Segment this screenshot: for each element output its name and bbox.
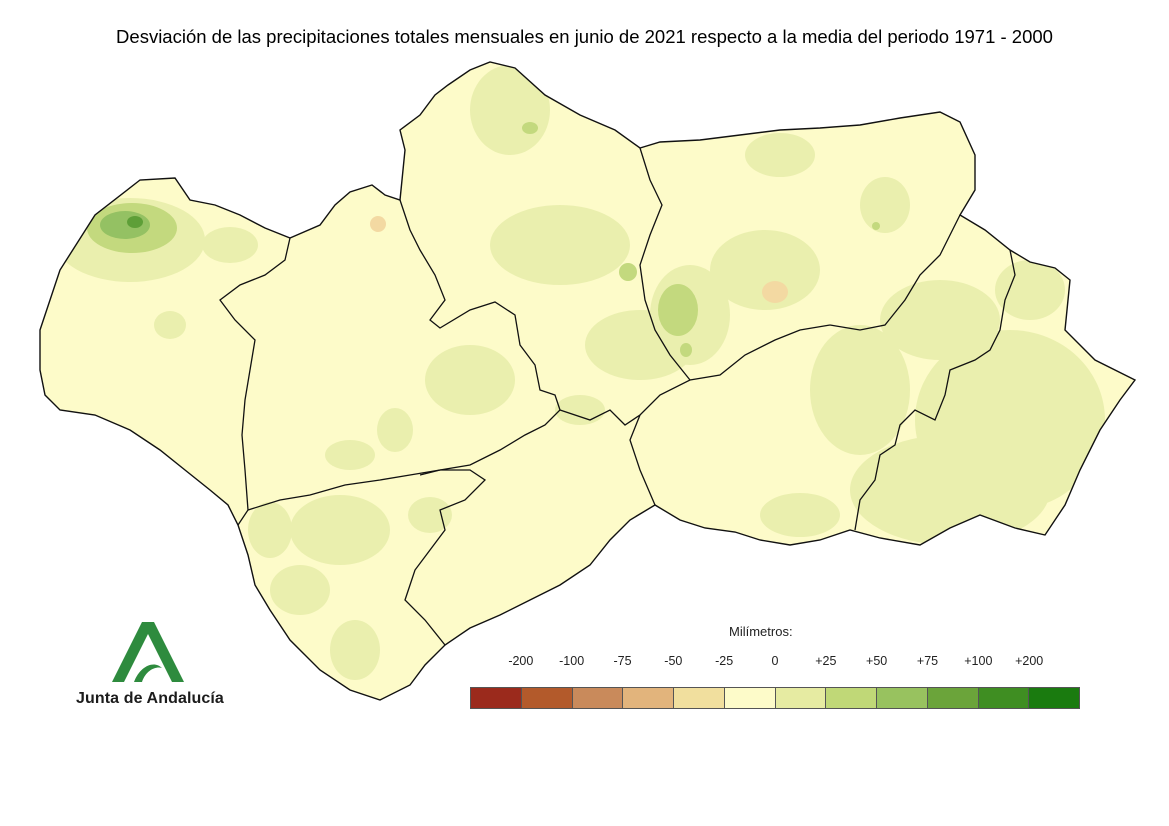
legend-swatch <box>724 688 776 708</box>
legend-labels: -200 -100 -75 -50 -25 0 +25 +50 +75 +100 +200 <box>470 654 1080 672</box>
legend-swatch <box>1029 688 1079 708</box>
logo-text: Junta de Andalucía <box>76 690 224 707</box>
legend-label: 0 <box>771 654 779 668</box>
precipitation-patches <box>55 65 1105 680</box>
legend-swatch <box>826 688 877 708</box>
legend-label: -50 <box>664 654 683 668</box>
legend-label: +75 <box>916 654 939 668</box>
legend-label: +25 <box>815 654 837 668</box>
legend-swatch <box>927 688 979 708</box>
legend-swatch <box>572 688 624 708</box>
legend-title: Milímetros: <box>729 624 793 639</box>
map-title: Desviación de las precipitaciones totale… <box>116 26 1053 47</box>
junta-andalucia-logo-icon <box>112 622 184 682</box>
legend-swatch <box>674 688 725 708</box>
legend-label: +100 <box>964 654 993 668</box>
legend-label: +200 <box>1015 654 1044 668</box>
legend-swatch <box>978 688 1030 708</box>
legend-swatch <box>877 688 928 708</box>
province-borders <box>219 147 1016 646</box>
legend-label: -100 <box>559 654 585 668</box>
legend-label: -75 <box>613 654 632 668</box>
legend-label: -200 <box>508 654 534 668</box>
legend-swatch <box>521 688 573 708</box>
legend-color-bar <box>470 687 1080 709</box>
legend-swatch <box>471 688 522 708</box>
legend-label: +50 <box>866 654 888 668</box>
legend-swatch <box>775 688 827 708</box>
legend-swatch <box>623 688 674 708</box>
legend-label: -25 <box>715 654 734 668</box>
